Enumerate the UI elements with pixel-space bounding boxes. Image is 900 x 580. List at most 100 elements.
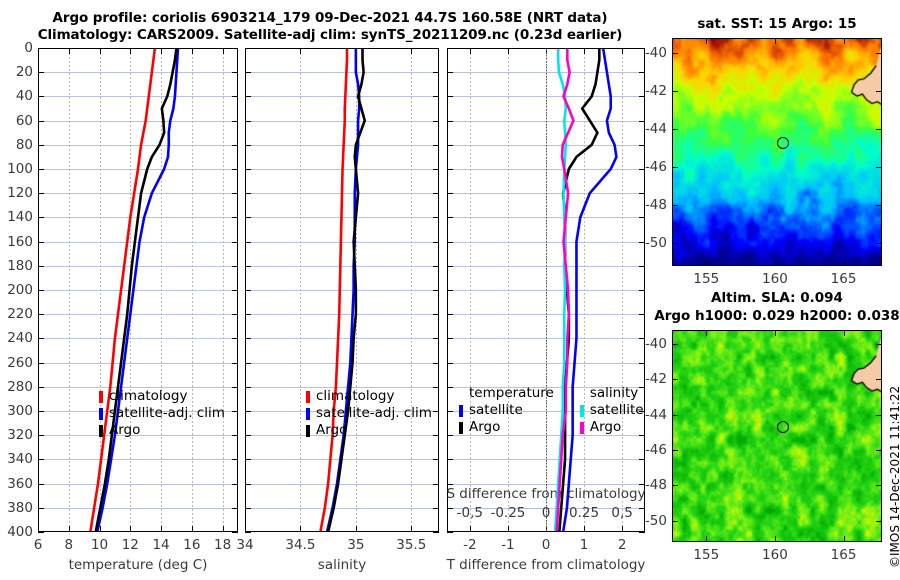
- ytick-right: [639, 217, 645, 219]
- gridline-v: [411, 49, 413, 531]
- ytick: [38, 265, 44, 267]
- ytick-right: [232, 120, 238, 122]
- ytick: [38, 217, 44, 219]
- ytick-label: 160: [7, 233, 33, 250]
- gridline-h: [39, 386, 237, 388]
- legend-row: satellite: [459, 402, 554, 419]
- ytick: [38, 120, 44, 122]
- series-salinity-argo: [555, 49, 575, 531]
- xtick: [161, 526, 163, 532]
- s-xtick-label: 0: [541, 505, 551, 521]
- ytick-right: [639, 48, 645, 49]
- legend-difference: temperature satellite Argo salinity satellit…: [459, 385, 644, 436]
- ytick: [245, 217, 251, 219]
- ytick: [447, 507, 453, 509]
- ytick-label: 200: [7, 282, 33, 298]
- ytick-right: [433, 362, 439, 364]
- gridline-h: [246, 338, 438, 340]
- ytick-right: [639, 169, 645, 170]
- xtick-top: [411, 48, 413, 54]
- gridline-v: [507, 49, 509, 531]
- map-ytick-right: [876, 53, 882, 55]
- ytick-right: [639, 314, 645, 316]
- ytick-right: [639, 435, 645, 437]
- ytick-label: 40: [15, 88, 33, 105]
- ytick: [447, 362, 453, 364]
- sst-map-title: sat. SST: 15 Argo: 15: [697, 16, 857, 32]
- ytick-right: [639, 386, 645, 388]
- gridline-h: [39, 193, 237, 195]
- ytick-right: [433, 120, 439, 122]
- sla-map-profile-marker: [776, 421, 789, 434]
- ytick-right: [433, 507, 439, 509]
- ytick: [245, 532, 251, 533]
- map-xtick-label: 165: [830, 547, 857, 563]
- legend-row: satellite-adj. clim: [306, 405, 432, 422]
- ytick-label: 320: [7, 427, 33, 444]
- ytick-right: [639, 265, 645, 267]
- ytick: [245, 144, 251, 146]
- xtick-label: 8: [64, 537, 74, 553]
- xtick-label: 35: [347, 537, 365, 553]
- gridline-h: [246, 386, 438, 388]
- gridline-h: [39, 507, 237, 509]
- xtick-top: [507, 48, 509, 54]
- gridline-h: [246, 411, 438, 412]
- map-ytick-label: -48: [644, 197, 667, 214]
- xtick-top: [469, 48, 471, 54]
- ytick: [447, 193, 453, 195]
- ytick-right: [433, 241, 439, 243]
- legend-label: Argo: [109, 422, 141, 438]
- map-xtick-label: 160: [762, 547, 788, 563]
- xtick: [584, 526, 586, 532]
- ytick-label: 120: [7, 185, 33, 202]
- legend-label: satellite: [469, 402, 523, 418]
- xtick-label: 14: [152, 537, 170, 553]
- gridline-h: [39, 411, 237, 412]
- ytick-right: [639, 290, 645, 291]
- xtick-top: [130, 48, 132, 54]
- gridline-h: [39, 144, 237, 146]
- ytick-right: [639, 120, 645, 122]
- ytick-label: 180: [7, 257, 33, 274]
- legend-swatch: [459, 421, 463, 434]
- legend-swatch: [99, 424, 103, 437]
- legend-swatch: [579, 404, 584, 417]
- map-xtick-top: [774, 38, 776, 44]
- ytick-label: 300: [7, 403, 33, 419]
- xtick-label: -2: [463, 537, 477, 553]
- ytick: [38, 338, 44, 340]
- ytick-label: 100: [7, 161, 33, 177]
- map-ytick-label: -50: [644, 512, 667, 529]
- map-xtick: [843, 260, 845, 266]
- copyright-label: ©IMOS 14-Dec-2021 11:41:22: [888, 385, 900, 568]
- legend-row: satellite: [579, 402, 644, 419]
- map-ytick-right: [876, 205, 882, 207]
- xtick: [191, 526, 193, 532]
- gridline-v: [222, 49, 224, 531]
- legend-header-label: temperature: [469, 385, 554, 401]
- map-ytick: [672, 414, 678, 416]
- axis-label-difference: T difference from climatology: [446, 557, 646, 573]
- ytick-right: [232, 241, 238, 243]
- figure-title-line1: Argo profile: coriolis 6903214_179 09-De…: [52, 10, 608, 26]
- legend-label: satellite-adj. clim: [316, 405, 432, 421]
- map-ytick-label: -44: [644, 406, 667, 423]
- map-ytick-right: [876, 379, 882, 381]
- ytick-right: [639, 483, 645, 485]
- ytick-right: [433, 193, 439, 195]
- map-ytick-right: [876, 129, 882, 131]
- xtick-label: 34: [236, 537, 254, 553]
- ytick: [245, 386, 251, 388]
- ytick: [245, 314, 251, 316]
- xtick: [68, 526, 70, 532]
- ytick: [447, 144, 453, 146]
- ytick: [447, 314, 453, 316]
- ytick-right: [232, 386, 238, 388]
- map-ytick: [672, 205, 678, 207]
- ytick-right: [433, 265, 439, 267]
- ytick: [447, 96, 453, 98]
- ytick: [38, 411, 44, 412]
- map-xtick-top: [706, 38, 708, 44]
